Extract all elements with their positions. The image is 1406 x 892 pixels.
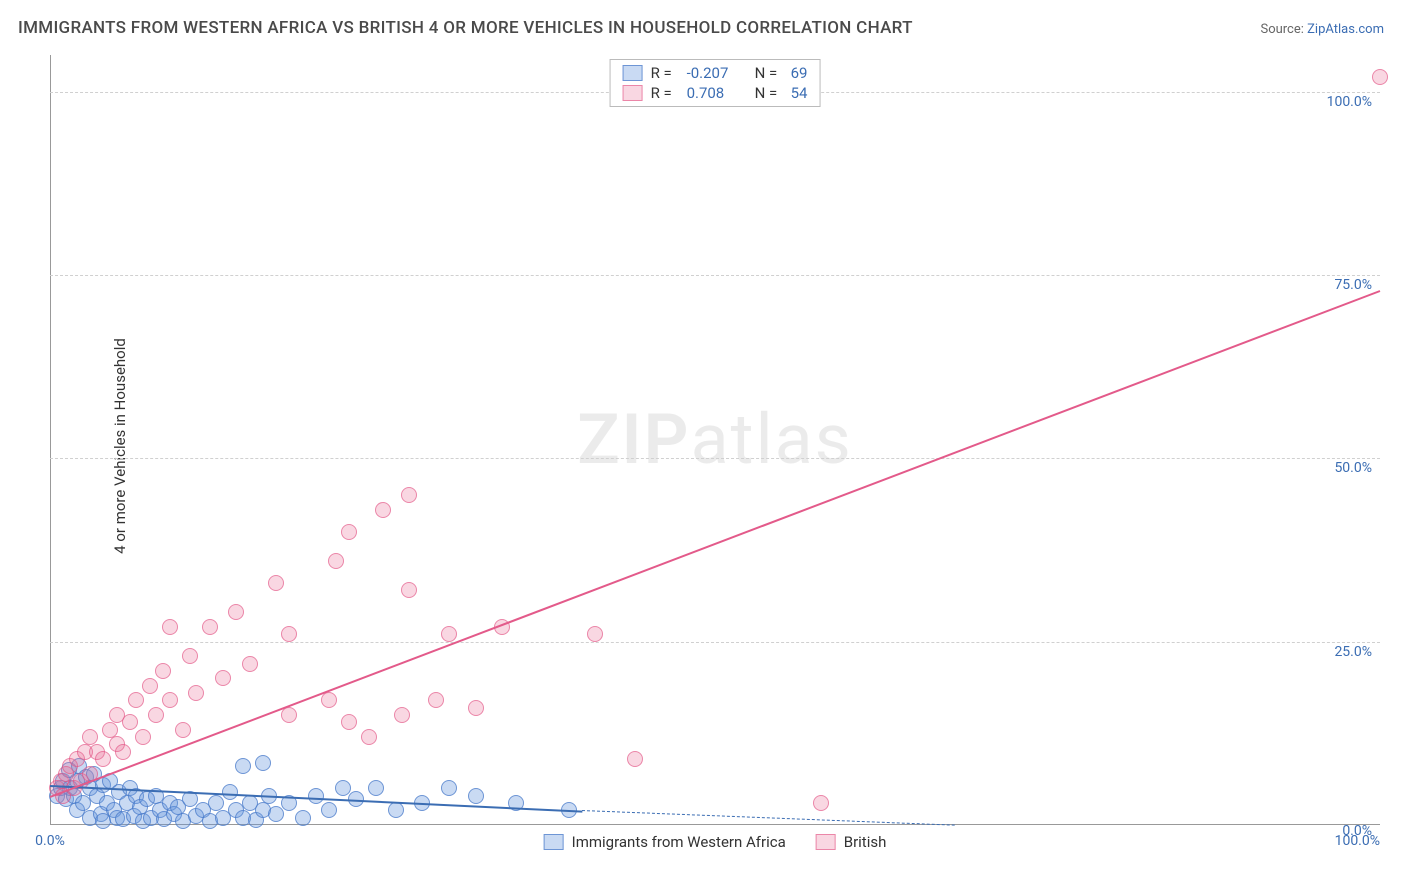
- data-point-pink: [341, 524, 357, 540]
- data-point-pink: [155, 663, 171, 679]
- legend-swatch: [623, 85, 643, 101]
- data-point-pink: [162, 692, 178, 708]
- data-point-blue: [295, 810, 311, 826]
- legend-row: R = -0.207 N = 69: [623, 64, 808, 82]
- data-point-pink: [341, 714, 357, 730]
- data-point-pink: [128, 692, 144, 708]
- data-point-pink: [268, 575, 284, 591]
- legend-n-value: 54: [791, 84, 808, 102]
- chart-title: IMMIGRANTS FROM WESTERN AFRICA VS BRITIS…: [18, 18, 913, 38]
- source-link[interactable]: ZipAtlas.com: [1307, 22, 1384, 37]
- data-point-pink: [428, 692, 444, 708]
- data-point-pink: [135, 729, 151, 745]
- legend-item: British: [816, 833, 887, 851]
- data-point-pink: [188, 685, 204, 701]
- legend-r-label: R =: [651, 84, 679, 102]
- data-point-pink: [627, 751, 643, 767]
- legend-label: British: [844, 833, 887, 851]
- data-point-pink: [468, 700, 484, 716]
- data-point-pink: [148, 707, 164, 723]
- data-point-pink: [587, 626, 603, 642]
- legend-label: Immigrants from Western Africa: [572, 833, 786, 851]
- data-point-blue: [368, 780, 384, 796]
- data-point-blue: [335, 780, 351, 796]
- legend-r-value: -0.207: [687, 64, 747, 82]
- y-tick-label: 50.0%: [1334, 460, 1372, 476]
- data-point-blue: [308, 788, 324, 804]
- legend-swatch: [816, 834, 836, 850]
- chart-area: ZIPatlas 0.0%25.0%50.0%75.0%100.0%0.0%10…: [50, 55, 1380, 825]
- legend-n-value: 69: [791, 64, 808, 82]
- data-point-pink: [401, 582, 417, 598]
- gridline: [50, 275, 1380, 276]
- data-point-pink: [82, 729, 98, 745]
- gridline: [50, 642, 1380, 643]
- y-tick-label: 100.0%: [1327, 94, 1372, 110]
- watermark-atlas: atlas: [691, 399, 853, 481]
- source-attribution: Source: ZipAtlas.com: [1260, 22, 1384, 37]
- data-point-pink: [441, 626, 457, 642]
- trend-line: [50, 290, 1381, 798]
- legend-r-value: 0.708: [687, 84, 747, 102]
- data-point-pink: [281, 707, 297, 723]
- data-point-pink: [328, 553, 344, 569]
- legend-n-label: N =: [755, 84, 783, 102]
- x-tick-label: 100.0%: [1335, 833, 1380, 849]
- legend-item: Immigrants from Western Africa: [544, 833, 786, 851]
- plot-region: ZIPatlas 0.0%25.0%50.0%75.0%100.0%0.0%10…: [50, 55, 1380, 825]
- data-point-pink: [321, 692, 337, 708]
- data-point-blue: [468, 788, 484, 804]
- data-point-pink: [242, 656, 258, 672]
- data-point-pink: [401, 487, 417, 503]
- correlation-legend: R = -0.207 N = 69 R = 0.708 N = 54: [610, 59, 821, 107]
- data-point-pink: [394, 707, 410, 723]
- watermark-zip: ZIP: [577, 399, 690, 481]
- legend-n-label: N =: [755, 64, 783, 82]
- source-prefix: Source:: [1260, 22, 1307, 37]
- legend-r-label: R =: [651, 64, 679, 82]
- data-point-blue: [222, 784, 238, 800]
- data-point-blue: [388, 802, 404, 818]
- series-legend: Immigrants from Western Africa British: [544, 833, 887, 851]
- data-point-blue: [268, 806, 284, 822]
- data-point-pink: [182, 648, 198, 664]
- data-point-pink: [102, 722, 118, 738]
- legend-swatch: [544, 834, 564, 850]
- data-point-pink: [202, 619, 218, 635]
- data-point-blue: [441, 780, 457, 796]
- x-tick-label: 0.0%: [35, 833, 65, 849]
- data-point-pink: [142, 678, 158, 694]
- data-point-pink: [361, 729, 377, 745]
- data-point-pink: [281, 626, 297, 642]
- data-point-pink: [175, 722, 191, 738]
- data-point-blue: [235, 758, 251, 774]
- y-tick-label: 25.0%: [1334, 644, 1372, 660]
- data-point-pink: [813, 795, 829, 811]
- data-point-pink: [122, 714, 138, 730]
- data-point-pink: [115, 744, 131, 760]
- watermark: ZIPatlas: [577, 399, 853, 481]
- data-point-pink: [162, 619, 178, 635]
- data-point-pink: [375, 502, 391, 518]
- data-point-pink: [1372, 69, 1388, 85]
- data-point-blue: [208, 795, 224, 811]
- data-point-pink: [215, 670, 231, 686]
- data-point-blue: [321, 802, 337, 818]
- gridline: [50, 458, 1380, 459]
- legend-row: R = 0.708 N = 54: [623, 84, 808, 102]
- data-point-blue: [255, 755, 271, 771]
- legend-swatch: [623, 65, 643, 81]
- data-point-pink: [228, 604, 244, 620]
- y-axis-line: [50, 55, 51, 825]
- y-tick-label: 75.0%: [1334, 277, 1372, 293]
- data-point-pink: [95, 751, 111, 767]
